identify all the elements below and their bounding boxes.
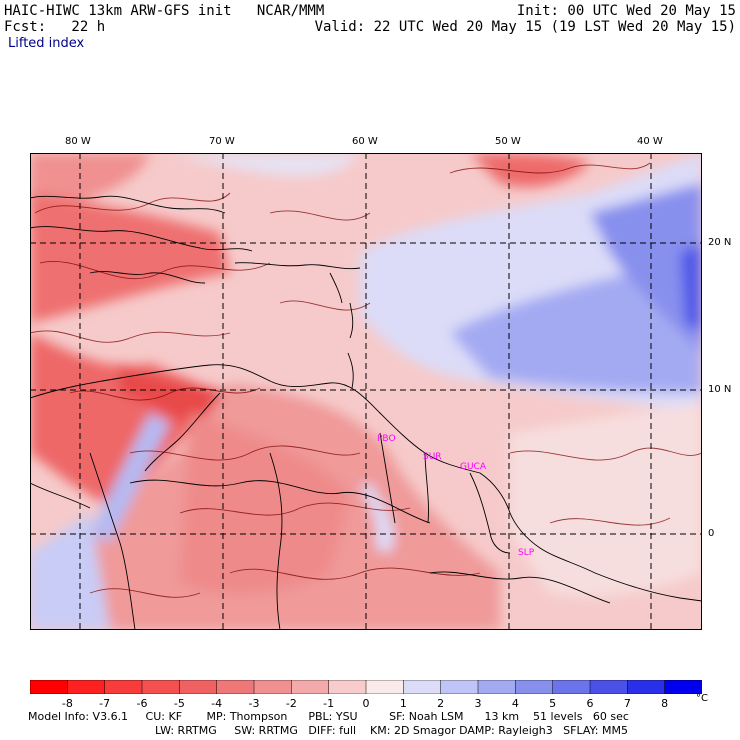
header-title: HAIC-HIWC 13km ARW-GFS init NCAR/MMM [4, 3, 325, 19]
colorbar-tick-label: -1 [323, 697, 335, 710]
lat-label-10n: 10 N [708, 384, 732, 395]
colorbar-segment [552, 680, 591, 694]
colorbar-tick-label: 8 [661, 697, 669, 710]
colorbar-segment [328, 680, 367, 694]
map-frame [30, 153, 702, 630]
lat-label-20n: 20 N [708, 237, 732, 248]
field-name: Lifted index [8, 36, 85, 51]
city-label-sur: SUR [423, 452, 442, 462]
city-label-slp: SLP [518, 548, 535, 558]
city-label-pbo: PBO [377, 434, 396, 444]
colorbar-tick-label: 6 [586, 697, 594, 710]
colorbar-segment [440, 680, 479, 694]
lifted-index-map: PBO SUR GUCA SLP [30, 153, 702, 630]
colorbar-segment [30, 680, 69, 694]
colorbar-segment [104, 680, 143, 694]
colorbar-segment [216, 680, 255, 694]
colorbar-tick-label: -6 [136, 697, 148, 710]
header-valid-time: Valid: 22 UTC Wed 20 May 15 (19 LST Wed … [314, 19, 736, 35]
colorbar-tick-label: 3 [474, 697, 482, 710]
colorbar-segment [365, 680, 405, 694]
colorbar-segment [291, 680, 330, 694]
color-field [30, 153, 702, 630]
colorbar-segment [515, 680, 554, 694]
colorbar-tick-label: 0 [362, 697, 370, 710]
colorbar-segment [627, 680, 666, 694]
colorbar-tick-label: 4 [511, 697, 519, 710]
colorbar-tick-label: 1 [399, 697, 407, 710]
lat-label-equator: 0 [708, 528, 715, 539]
lon-label-60w: 60 W [352, 136, 378, 147]
header-init-time: Init: 00 UTC Wed 20 May 15 [516, 3, 736, 19]
colorbar-tick-label: 7 [623, 697, 631, 710]
header-forecast-hour: Fcst: 22 h [4, 19, 106, 35]
colorbar-tick-label: -3 [248, 697, 260, 710]
colorbar-tick-label: -4 [211, 697, 223, 710]
colorbar-tick-label: -5 [173, 697, 185, 710]
colorbar-tick-label: 2 [437, 697, 445, 710]
footer-model-info: Model Info: V3.6.1 CU: KF MP: Thompson P… [28, 710, 629, 723]
colorbar-tick-label: 5 [549, 697, 557, 710]
colorbar-tick-label: -7 [99, 697, 111, 710]
footer-physics-info: LW: RRTMG SW: RRTMG DIFF: full KM: 2D Sm… [155, 724, 628, 737]
colorbar-segment [589, 680, 629, 694]
colorbar-tick-label: -2 [285, 697, 297, 710]
lon-label-40w: 40 W [637, 136, 663, 147]
colorbar-segment [67, 680, 106, 694]
colorbar-segment [403, 680, 442, 694]
colorbar [30, 680, 702, 694]
colorbar-unit: °C [696, 693, 708, 704]
colorbar-segment [253, 680, 293, 694]
lon-label-50w: 50 W [495, 136, 521, 147]
lat-lon-grid [30, 153, 702, 630]
colorbar-segment [141, 680, 181, 694]
colorbar-segment [664, 680, 702, 694]
lon-label-70w: 70 W [209, 136, 235, 147]
city-label-guca: GUCA [460, 462, 487, 472]
colorbar-tick-label: -8 [61, 697, 73, 710]
coastlines [30, 195, 702, 630]
lon-label-80w: 80 W [65, 136, 91, 147]
colorbar-segment [179, 680, 218, 694]
colorbar-segment [477, 680, 517, 694]
